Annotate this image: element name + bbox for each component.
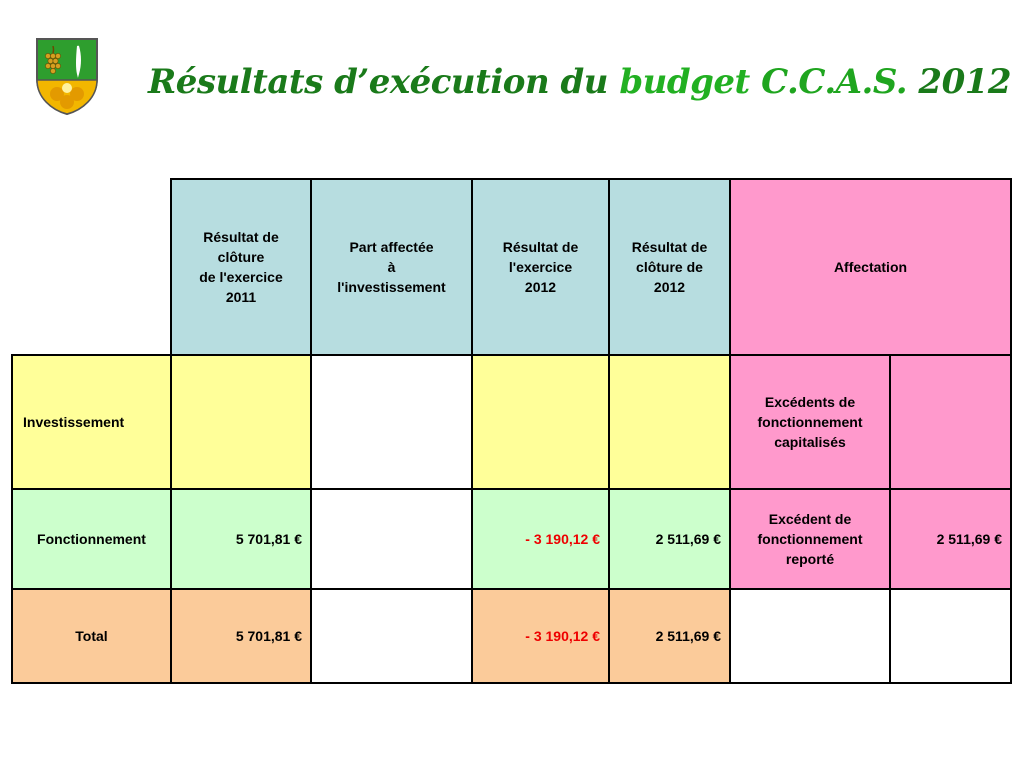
table-row-total: Total 5 701,81 € - 3 190,12 € 2 511,69 € — [11, 588, 1012, 684]
page-title: Résultats d’exécution du budget C.C.A.S.… — [148, 62, 1012, 102]
cell-total-cloture-2011: 5 701,81 € — [170, 588, 312, 684]
cell-fonc-cloture-2011: 5 701,81 € — [170, 488, 312, 590]
title-part-1: Résultats d’exécution du — [148, 62, 620, 102]
budget-table: Résultat de clôture de l'exercice 2011 P… — [11, 178, 1012, 684]
header-part-affectee: Part affectée à l'investissement — [310, 178, 473, 356]
cell-fonc-affectation-value: 2 511,69 € — [889, 488, 1012, 590]
cell-total-affectation-label — [729, 588, 891, 684]
row-label-total: Total — [11, 588, 172, 684]
header-cloture-2012: Résultat de clôture de 2012 — [608, 178, 731, 356]
table-row-fonctionnement: Fonctionnement 5 701,81 € - 3 190,12 € 2… — [11, 488, 1012, 590]
cell-inv-affectation-value — [889, 354, 1012, 490]
cell-total-part-affectee — [310, 588, 473, 684]
cell-inv-resultat-2012 — [471, 354, 610, 490]
coat-of-arms-icon — [36, 38, 98, 116]
title-part-4: 2012 — [907, 62, 1012, 102]
header-resultat-2012: Résultat de l'exercice 2012 — [471, 178, 610, 356]
cell-inv-affectation-label: Excédents de fonctionnement capitalisés — [729, 354, 891, 490]
title-part-3: C.C.A.S. — [749, 62, 908, 102]
row-label-fonctionnement: Fonctionnement — [11, 488, 172, 590]
cell-fonc-cloture-2012: 2 511,69 € — [608, 488, 731, 590]
cell-total-affectation-value — [889, 588, 1012, 684]
cell-total-cloture-2012: 2 511,69 € — [608, 588, 731, 684]
header-affectation: Affectation — [729, 178, 1012, 356]
cell-inv-cloture-2012 — [608, 354, 731, 490]
table-row-investissement: Investissement Excédents de fonctionneme… — [11, 354, 1012, 490]
title-part-2: budget — [619, 62, 750, 102]
table-header-row: Résultat de clôture de l'exercice 2011 P… — [12, 178, 1012, 356]
cell-fonc-affectation-label: Excédent de fonctionnement reporté — [729, 488, 891, 590]
cell-inv-cloture-2011 — [170, 354, 312, 490]
header-cloture-2011: Résultat de clôture de l'exercice 2011 — [170, 178, 312, 356]
cell-inv-part-affectee — [310, 354, 473, 490]
cell-total-resultat-2012: - 3 190,12 € — [471, 588, 610, 684]
empty-corner-cell — [12, 179, 171, 355]
row-label-investissement: Investissement — [11, 354, 172, 490]
cell-fonc-resultat-2012: - 3 190,12 € — [471, 488, 610, 590]
cell-fonc-part-affectee — [310, 488, 473, 590]
